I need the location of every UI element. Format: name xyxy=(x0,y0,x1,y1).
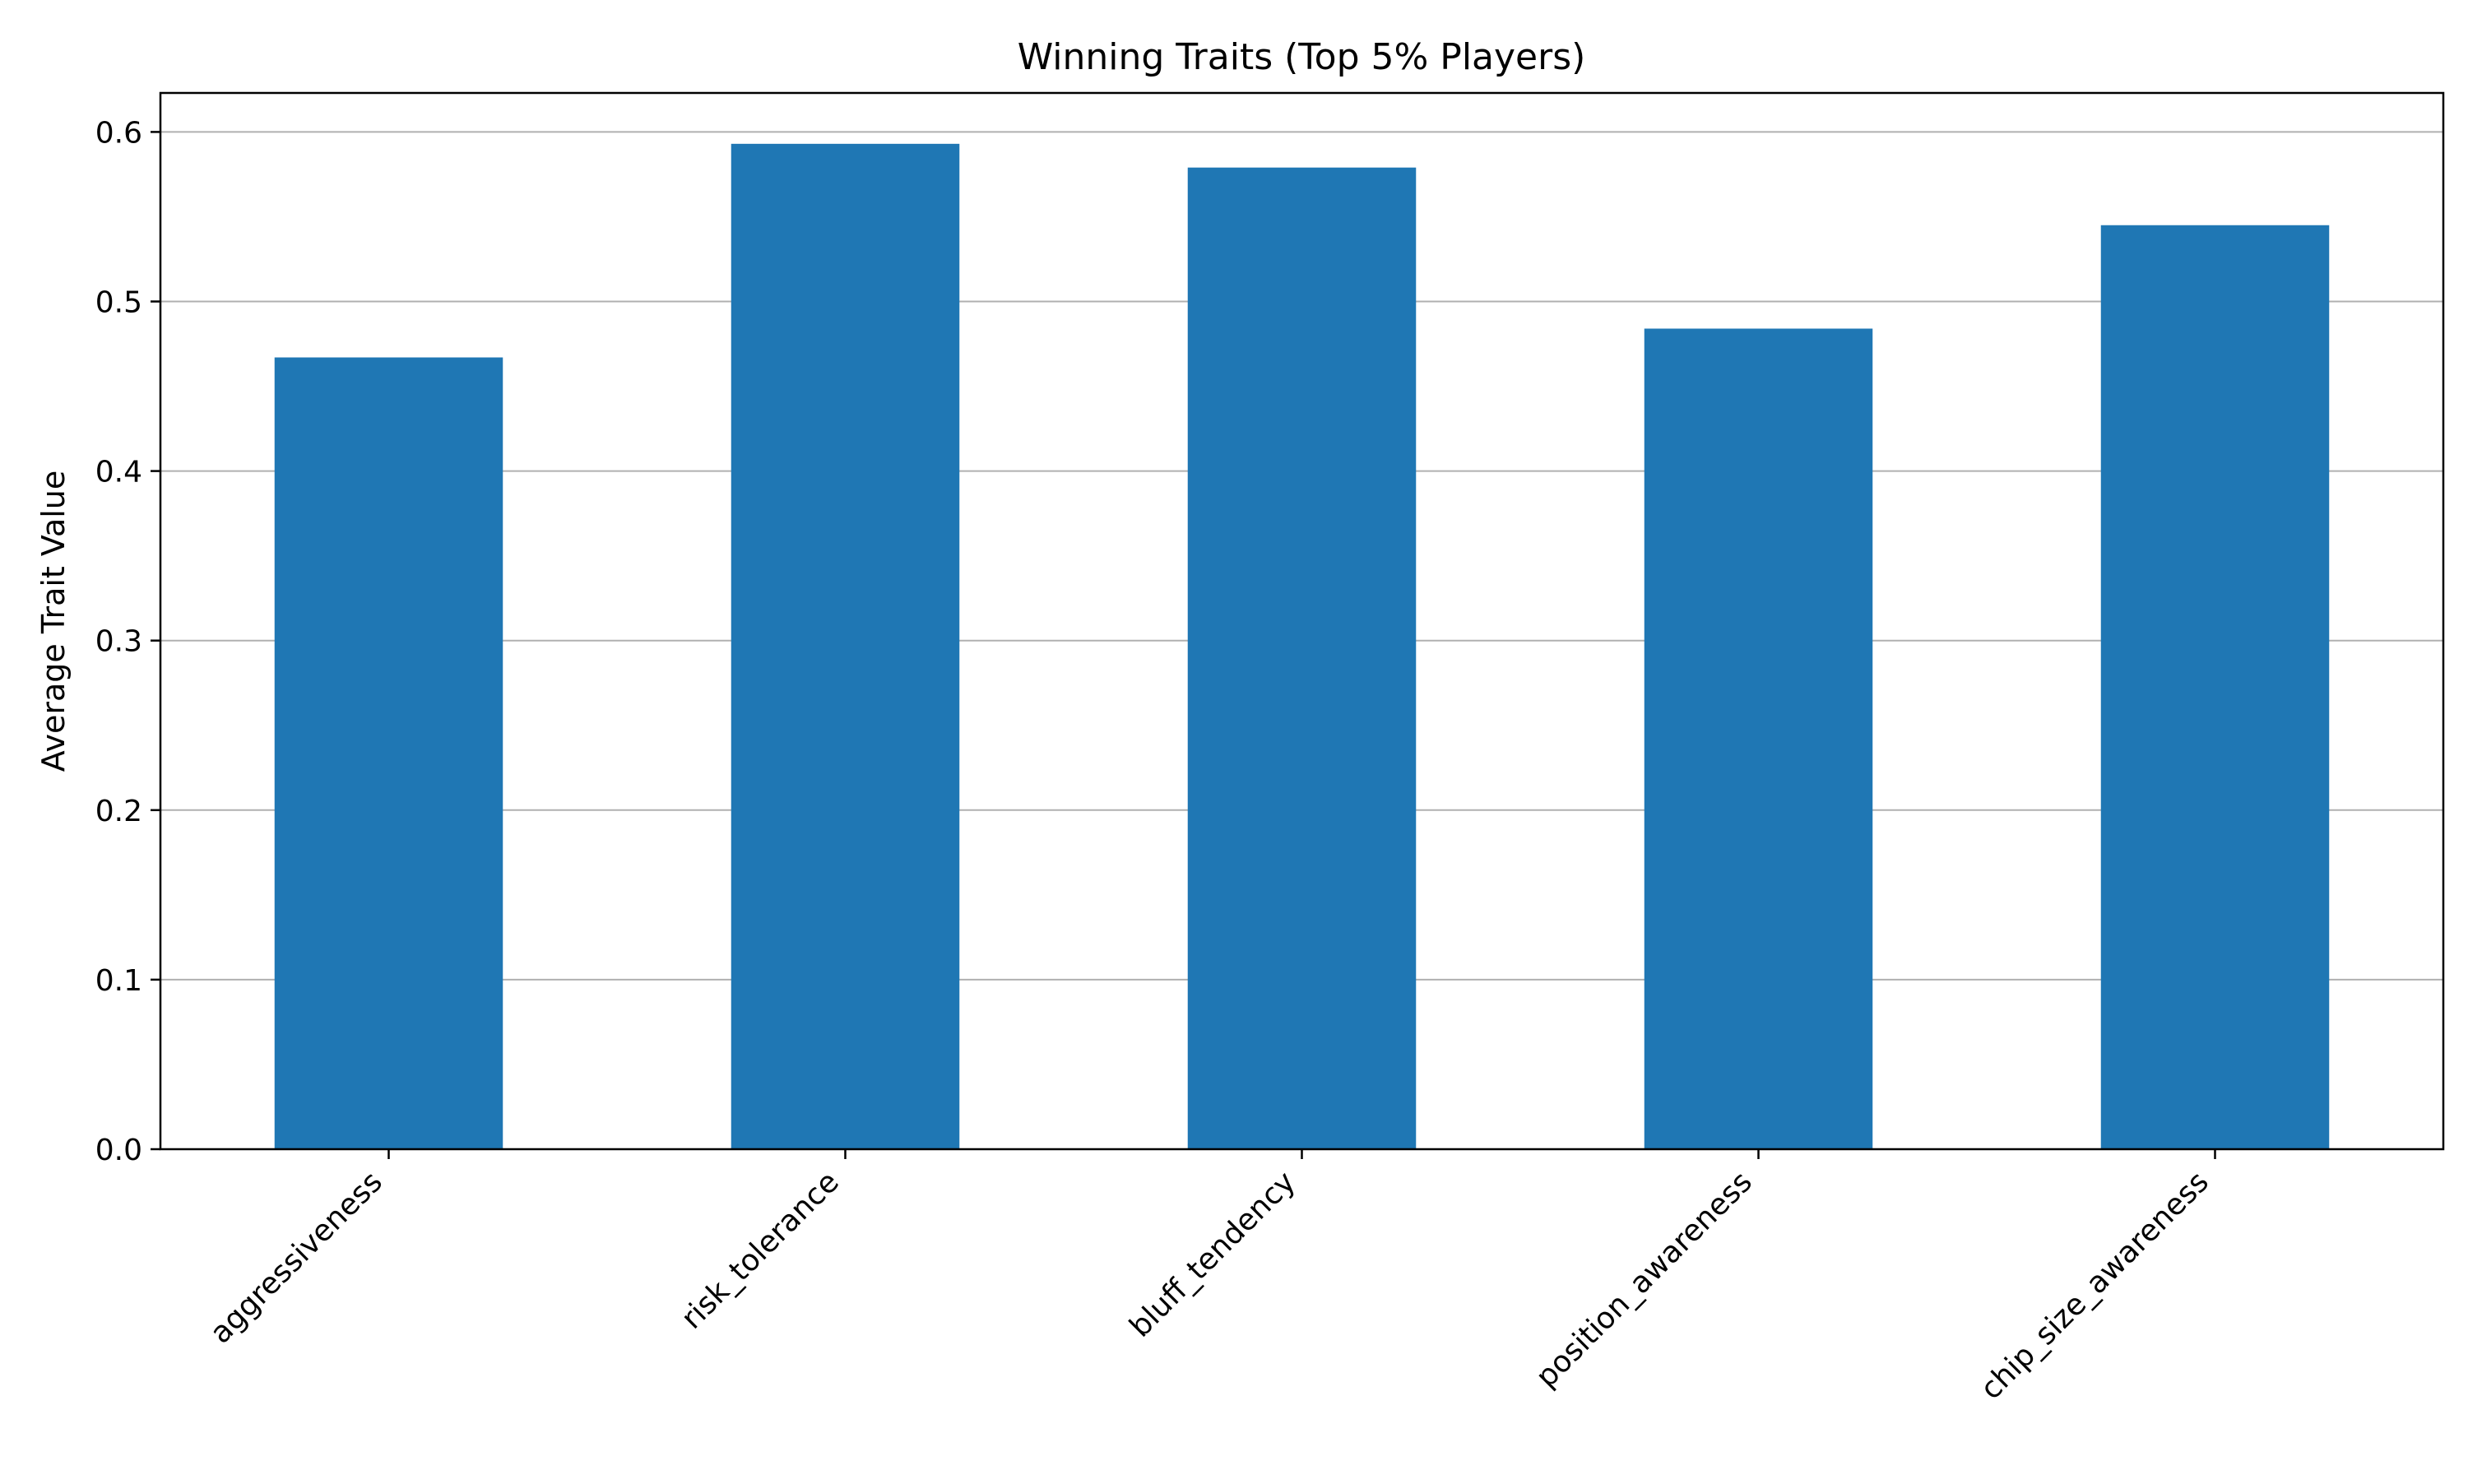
y-tick-label: 0.2 xyxy=(95,795,142,828)
y-tick-label: 0.0 xyxy=(95,1134,142,1167)
y-tick-label: 0.3 xyxy=(95,625,142,659)
x-tick-label: bluff_tendency xyxy=(1123,1165,1301,1343)
y-tick-label: 0.6 xyxy=(95,116,142,150)
bar-bluff-tendency xyxy=(1187,167,1417,1149)
bars xyxy=(274,143,2330,1150)
y-axis: 0.0 0.1 0.2 0.3 0.4 0.5 0.6 xyxy=(95,116,160,1167)
y-tick-label: 0.4 xyxy=(95,456,142,489)
y-tick-label: 0.1 xyxy=(95,964,142,998)
bar-aggressiveness xyxy=(274,357,503,1149)
chart-title: Winning Traits (Top 5% Players) xyxy=(1018,36,1586,78)
x-axis: aggressiveness risk_tolerance bluff_tenden… xyxy=(204,1149,2216,1406)
x-tick-label: chip_size_awareness xyxy=(1974,1165,2215,1406)
bar-risk-tolerance xyxy=(731,143,960,1150)
bar-chip-size-awareness xyxy=(2100,225,2330,1150)
x-tick-label: aggressiveness xyxy=(204,1165,389,1350)
bar-position-awareness xyxy=(1644,328,1873,1149)
y-axis-label: Average Trait Value xyxy=(35,471,72,772)
x-tick-label: risk_tolerance xyxy=(675,1165,845,1335)
x-tick-label: position_awareness xyxy=(1529,1165,1758,1394)
y-tick-label: 0.5 xyxy=(95,286,142,320)
